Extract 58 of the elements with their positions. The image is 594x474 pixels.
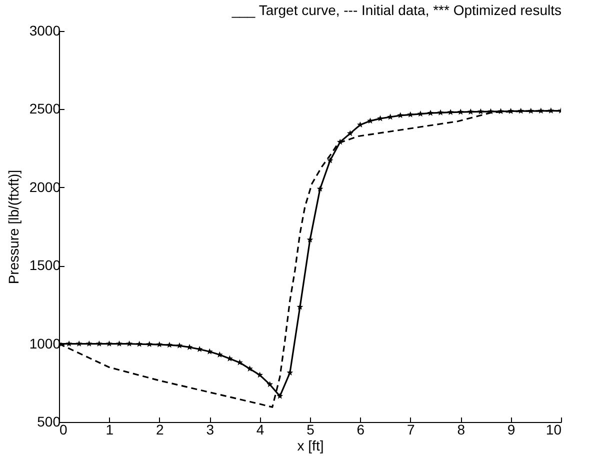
point (488, 108, 494, 114)
x-tick-label: 2 (156, 422, 164, 438)
x-tick-label: 8 (457, 422, 466, 438)
point (457, 108, 464, 115)
point (146, 340, 153, 347)
x-tick-label: 5 (306, 422, 315, 438)
point (116, 340, 122, 347)
point (357, 121, 364, 128)
point (66, 340, 72, 347)
point (266, 381, 274, 388)
point (76, 340, 82, 347)
point (106, 340, 112, 347)
point (256, 372, 263, 378)
point (528, 108, 534, 114)
point (447, 108, 454, 116)
point (126, 340, 132, 347)
point (96, 340, 102, 347)
point (548, 107, 554, 114)
x-tick-label: 0 (60, 422, 68, 438)
point (387, 114, 394, 120)
point (156, 341, 163, 348)
point (336, 138, 344, 145)
point (477, 108, 484, 114)
point (498, 108, 504, 114)
chart-title: ___ Target curve, --- Initial data, *** Optimized results (230, 2, 562, 18)
point (467, 108, 474, 115)
point (136, 340, 143, 347)
point (437, 109, 444, 116)
point (407, 111, 414, 118)
y-tick-label: 3000 (29, 22, 61, 38)
point (377, 115, 384, 122)
point (166, 342, 173, 348)
point (176, 342, 183, 348)
x-tick-label: 7 (407, 422, 415, 438)
x-tick-label: 1 (106, 422, 114, 438)
x-tick-label: 9 (507, 422, 516, 438)
point (306, 236, 314, 243)
point (246, 365, 253, 372)
point (417, 110, 424, 117)
point (276, 392, 284, 399)
point (86, 340, 92, 347)
point (397, 112, 404, 118)
point (296, 304, 304, 310)
point (326, 157, 334, 164)
x-tick-label: 4 (256, 422, 264, 438)
x-tick-label: 3 (206, 422, 214, 438)
point (286, 369, 294, 376)
point (538, 108, 544, 114)
x-tick-label: 6 (356, 422, 365, 438)
point (186, 344, 193, 350)
y-axis-title: Pressure [lb/(ftxft)] (5, 170, 22, 284)
point (316, 186, 324, 192)
point (518, 108, 524, 114)
x-tick-label: 10 (546, 422, 562, 438)
point (346, 130, 354, 136)
point (427, 110, 434, 116)
point (508, 108, 514, 114)
x-axis-title: x [ft] (297, 438, 324, 454)
